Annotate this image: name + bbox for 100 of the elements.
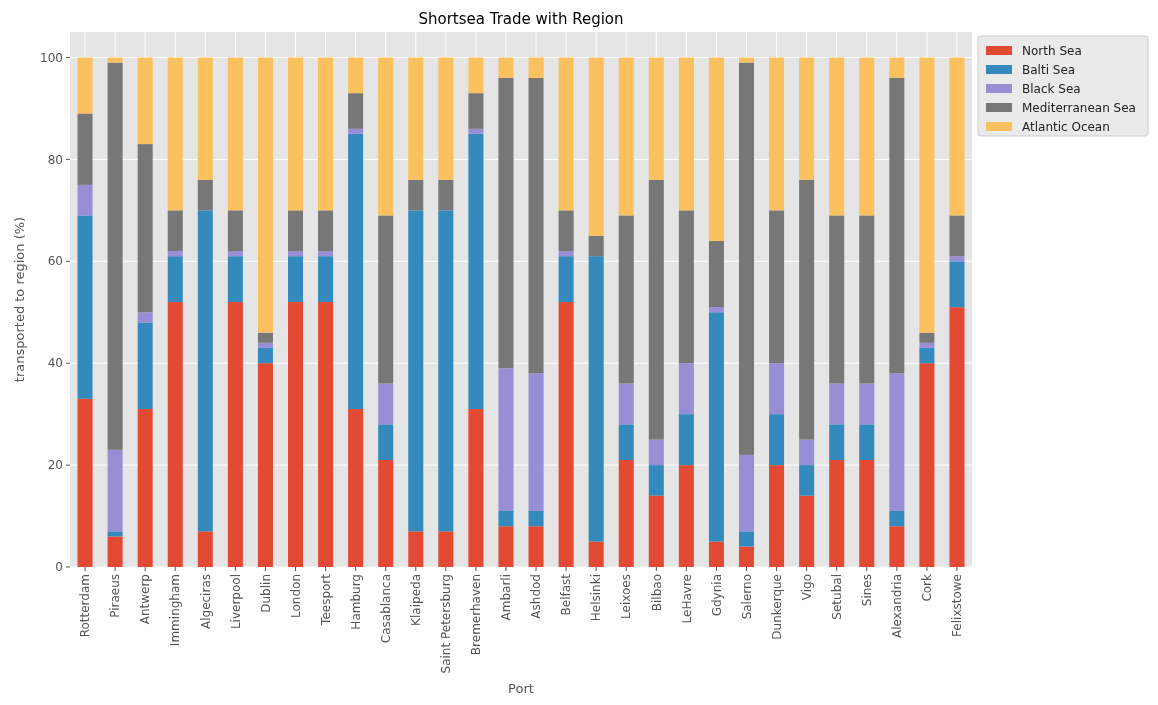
bar [558, 251, 574, 257]
legend-label: North Sea [1022, 44, 1082, 59]
bar [197, 210, 213, 532]
bar [829, 383, 845, 425]
legend-label: Balti Sea [1022, 63, 1076, 78]
bar [107, 57, 123, 63]
bar [618, 215, 634, 384]
bar [287, 57, 304, 211]
bar [107, 62, 123, 450]
bar [257, 342, 273, 348]
bar [77, 184, 93, 216]
bar [287, 256, 304, 303]
bar [137, 322, 153, 410]
bar [588, 235, 604, 257]
bar [77, 398, 93, 567]
bar [408, 57, 424, 180]
bar [468, 133, 484, 410]
bar [227, 256, 243, 303]
bar [919, 363, 935, 567]
bar [618, 383, 634, 425]
x-tick-label: Salerno [739, 574, 754, 620]
bar [799, 465, 815, 496]
bar [919, 347, 935, 364]
x-tick-label: Liverpool [228, 574, 243, 630]
bar [708, 240, 724, 308]
bar [197, 531, 213, 567]
bar [498, 368, 514, 511]
bar [859, 383, 875, 425]
bar [769, 210, 785, 364]
bar [167, 256, 183, 303]
bar [829, 424, 845, 460]
x-tick-label: Sines [859, 574, 874, 607]
bar [107, 449, 123, 532]
x-tick-label: Alexandria [890, 574, 905, 639]
bar [167, 57, 183, 211]
bar [558, 256, 574, 303]
x-tick-label: Piraeus [108, 574, 123, 618]
bar [348, 57, 364, 94]
x-tick-label: Dunkerque [769, 574, 784, 640]
bar [799, 179, 815, 440]
bar [227, 57, 243, 211]
bar [408, 210, 424, 532]
bar [829, 215, 845, 384]
bar [708, 57, 724, 241]
bar [889, 526, 905, 567]
bar [678, 414, 694, 466]
x-tick-label: Teesport [318, 573, 333, 626]
bar [949, 261, 965, 308]
bar [378, 424, 394, 460]
x-tick-label: Algeciras [198, 574, 213, 630]
bar [949, 256, 965, 262]
bar [618, 57, 634, 216]
bar [257, 347, 273, 364]
bar [889, 373, 905, 511]
bar [167, 251, 183, 257]
x-tick-label: London [288, 574, 303, 618]
y-tick-label: 0 [55, 560, 63, 575]
bar [348, 409, 364, 567]
bar [468, 409, 484, 567]
bar [769, 465, 785, 567]
bar [348, 93, 364, 129]
bar [799, 57, 815, 180]
bar [408, 179, 424, 211]
bar [588, 256, 604, 542]
x-tick-label: Casablanca [378, 574, 393, 644]
x-tick-label: Leixoes [619, 574, 634, 619]
bar [528, 373, 544, 511]
x-tick-label: Gdynia [709, 574, 724, 617]
bar [708, 312, 724, 542]
bar [919, 332, 935, 343]
bar [197, 57, 213, 180]
bar [859, 215, 875, 384]
bar [227, 210, 243, 252]
bar [618, 460, 634, 567]
bar [769, 57, 785, 211]
bar [167, 210, 183, 252]
bar [528, 57, 544, 78]
bar [498, 510, 514, 527]
bar [167, 302, 183, 567]
x-axis-title: Port [508, 681, 534, 696]
bar [318, 57, 334, 211]
bar [137, 57, 153, 145]
bar [287, 251, 304, 257]
bar [648, 179, 664, 440]
x-tick-label: Vigo [799, 574, 814, 601]
bar [678, 210, 694, 364]
bar [889, 57, 905, 78]
x-tick-label: Saint Petersburg [439, 574, 454, 674]
bar [408, 531, 424, 567]
x-tick-label: Antwerp [138, 574, 153, 625]
y-tick-label: 60 [47, 254, 63, 269]
bar [738, 454, 755, 532]
bar [769, 363, 785, 415]
bar [678, 465, 694, 567]
bar [829, 57, 845, 216]
bar [498, 77, 514, 369]
bar [318, 256, 334, 303]
x-tick-label: Belfast [559, 573, 574, 616]
bar [859, 460, 875, 567]
bar [318, 251, 334, 257]
